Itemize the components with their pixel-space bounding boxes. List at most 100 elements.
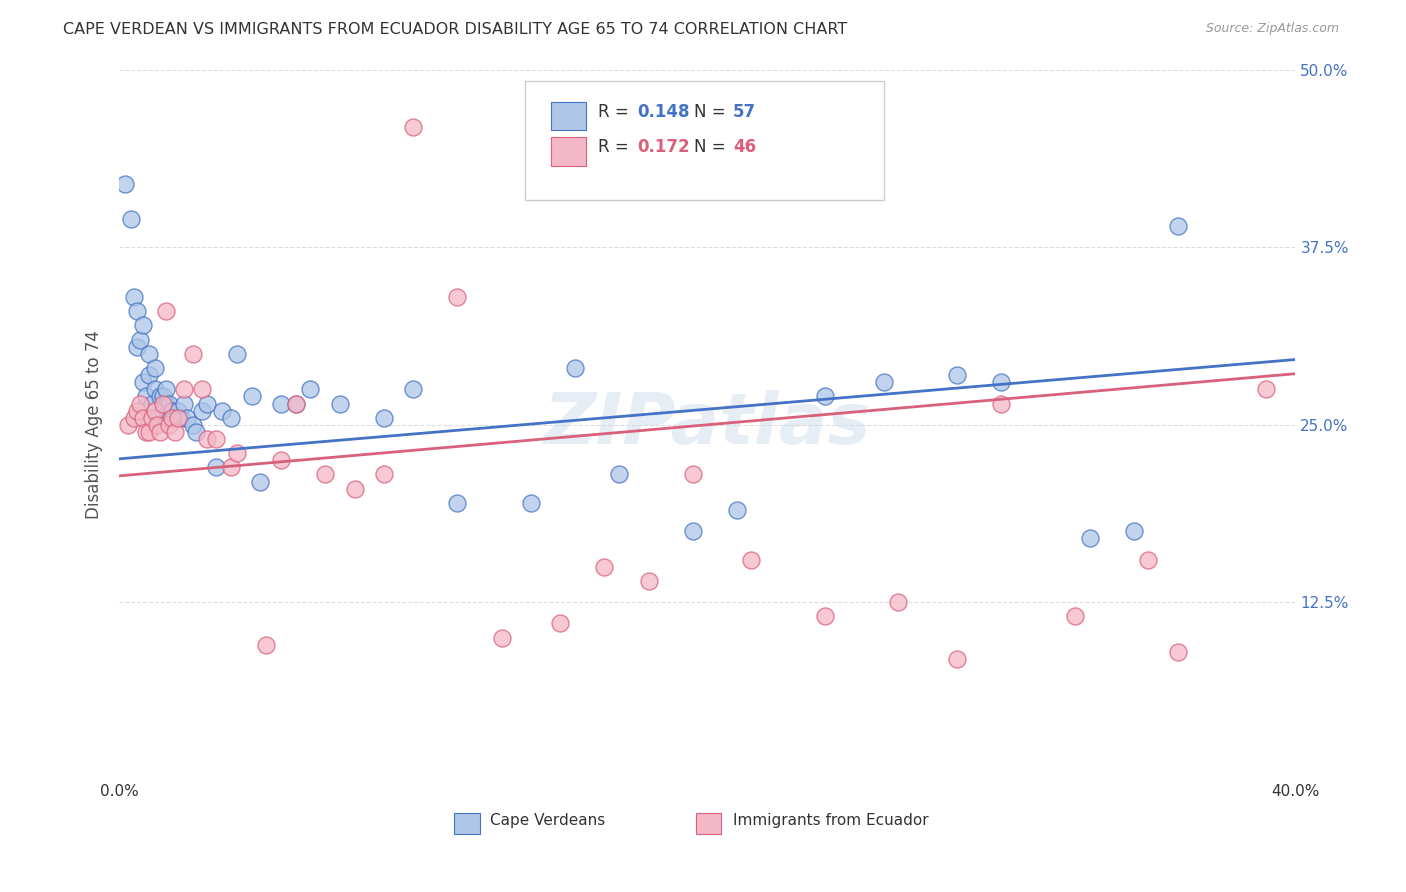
FancyBboxPatch shape xyxy=(551,137,586,166)
Point xyxy=(402,120,425,134)
Point xyxy=(873,375,896,389)
Text: N =: N = xyxy=(695,138,731,156)
Point xyxy=(125,403,148,417)
Point xyxy=(135,389,157,403)
Point xyxy=(128,396,150,410)
Point xyxy=(249,475,271,489)
Point xyxy=(160,403,183,417)
Point xyxy=(240,389,263,403)
Point xyxy=(1064,609,1087,624)
Point xyxy=(299,382,322,396)
Point xyxy=(402,382,425,396)
Point xyxy=(184,425,207,439)
Point xyxy=(155,396,177,410)
Point xyxy=(138,368,160,383)
Point xyxy=(143,361,166,376)
Text: CAPE VERDEAN VS IMMIGRANTS FROM ECUADOR DISABILITY AGE 65 TO 74 CORRELATION CHAR: CAPE VERDEAN VS IMMIGRANTS FROM ECUADOR … xyxy=(63,22,848,37)
Point xyxy=(173,396,195,410)
Point xyxy=(682,467,704,482)
FancyBboxPatch shape xyxy=(524,80,884,200)
Point xyxy=(946,368,969,383)
Point xyxy=(120,212,142,227)
Point xyxy=(491,631,513,645)
Point xyxy=(887,595,910,609)
Point xyxy=(122,290,145,304)
Text: 0.172: 0.172 xyxy=(637,138,689,156)
Point xyxy=(1254,382,1277,396)
Point xyxy=(155,382,177,396)
Point xyxy=(167,403,190,417)
Point xyxy=(167,410,190,425)
Text: 46: 46 xyxy=(734,138,756,156)
Point xyxy=(219,460,242,475)
Point xyxy=(343,482,366,496)
Point xyxy=(205,432,228,446)
Point xyxy=(1137,552,1160,566)
Point xyxy=(284,396,307,410)
Point xyxy=(446,290,468,304)
Point xyxy=(143,403,166,417)
Point xyxy=(125,340,148,354)
Point xyxy=(607,467,630,482)
Point xyxy=(990,375,1012,389)
Point xyxy=(146,410,169,425)
Point xyxy=(132,318,155,333)
Point xyxy=(270,396,292,410)
Point xyxy=(725,503,748,517)
Text: Immigrants from Ecuador: Immigrants from Ecuador xyxy=(734,814,929,828)
Point xyxy=(146,417,169,432)
FancyBboxPatch shape xyxy=(696,813,721,834)
Point xyxy=(225,347,247,361)
Text: R =: R = xyxy=(598,103,634,121)
Point xyxy=(284,396,307,410)
Text: ZIPatlas: ZIPatlas xyxy=(544,391,872,459)
Point xyxy=(564,361,586,376)
Point xyxy=(149,425,172,439)
Y-axis label: Disability Age 65 to 74: Disability Age 65 to 74 xyxy=(86,330,103,519)
Point xyxy=(814,389,837,403)
Point xyxy=(135,425,157,439)
Point xyxy=(165,425,187,439)
Point xyxy=(225,446,247,460)
Point xyxy=(170,410,193,425)
Point xyxy=(157,396,180,410)
Point xyxy=(181,347,204,361)
FancyBboxPatch shape xyxy=(454,813,481,834)
Point xyxy=(1167,645,1189,659)
Point xyxy=(197,432,219,446)
Point xyxy=(550,616,572,631)
Text: 0.148: 0.148 xyxy=(637,103,689,121)
Text: Cape Verdeans: Cape Verdeans xyxy=(489,814,605,828)
Point xyxy=(152,389,174,403)
Point xyxy=(740,552,762,566)
Point xyxy=(270,453,292,467)
Point xyxy=(165,410,187,425)
Text: Source: ZipAtlas.com: Source: ZipAtlas.com xyxy=(1205,22,1339,36)
Point xyxy=(155,304,177,318)
Point xyxy=(314,467,336,482)
Point xyxy=(254,638,277,652)
Point xyxy=(1122,524,1144,539)
Point xyxy=(176,410,198,425)
Point xyxy=(219,410,242,425)
Point xyxy=(138,425,160,439)
FancyBboxPatch shape xyxy=(551,102,586,130)
Point xyxy=(373,410,395,425)
Point xyxy=(152,403,174,417)
Point xyxy=(125,304,148,318)
Point xyxy=(946,652,969,666)
Point xyxy=(190,382,212,396)
Point xyxy=(173,382,195,396)
Point xyxy=(211,403,233,417)
Point xyxy=(132,375,155,389)
Point xyxy=(114,177,136,191)
Point xyxy=(593,559,616,574)
Point xyxy=(117,417,139,432)
Point xyxy=(152,396,174,410)
Point xyxy=(682,524,704,539)
Point xyxy=(122,410,145,425)
Point xyxy=(520,496,543,510)
Point xyxy=(1167,219,1189,234)
Point xyxy=(143,382,166,396)
Point xyxy=(637,574,659,588)
